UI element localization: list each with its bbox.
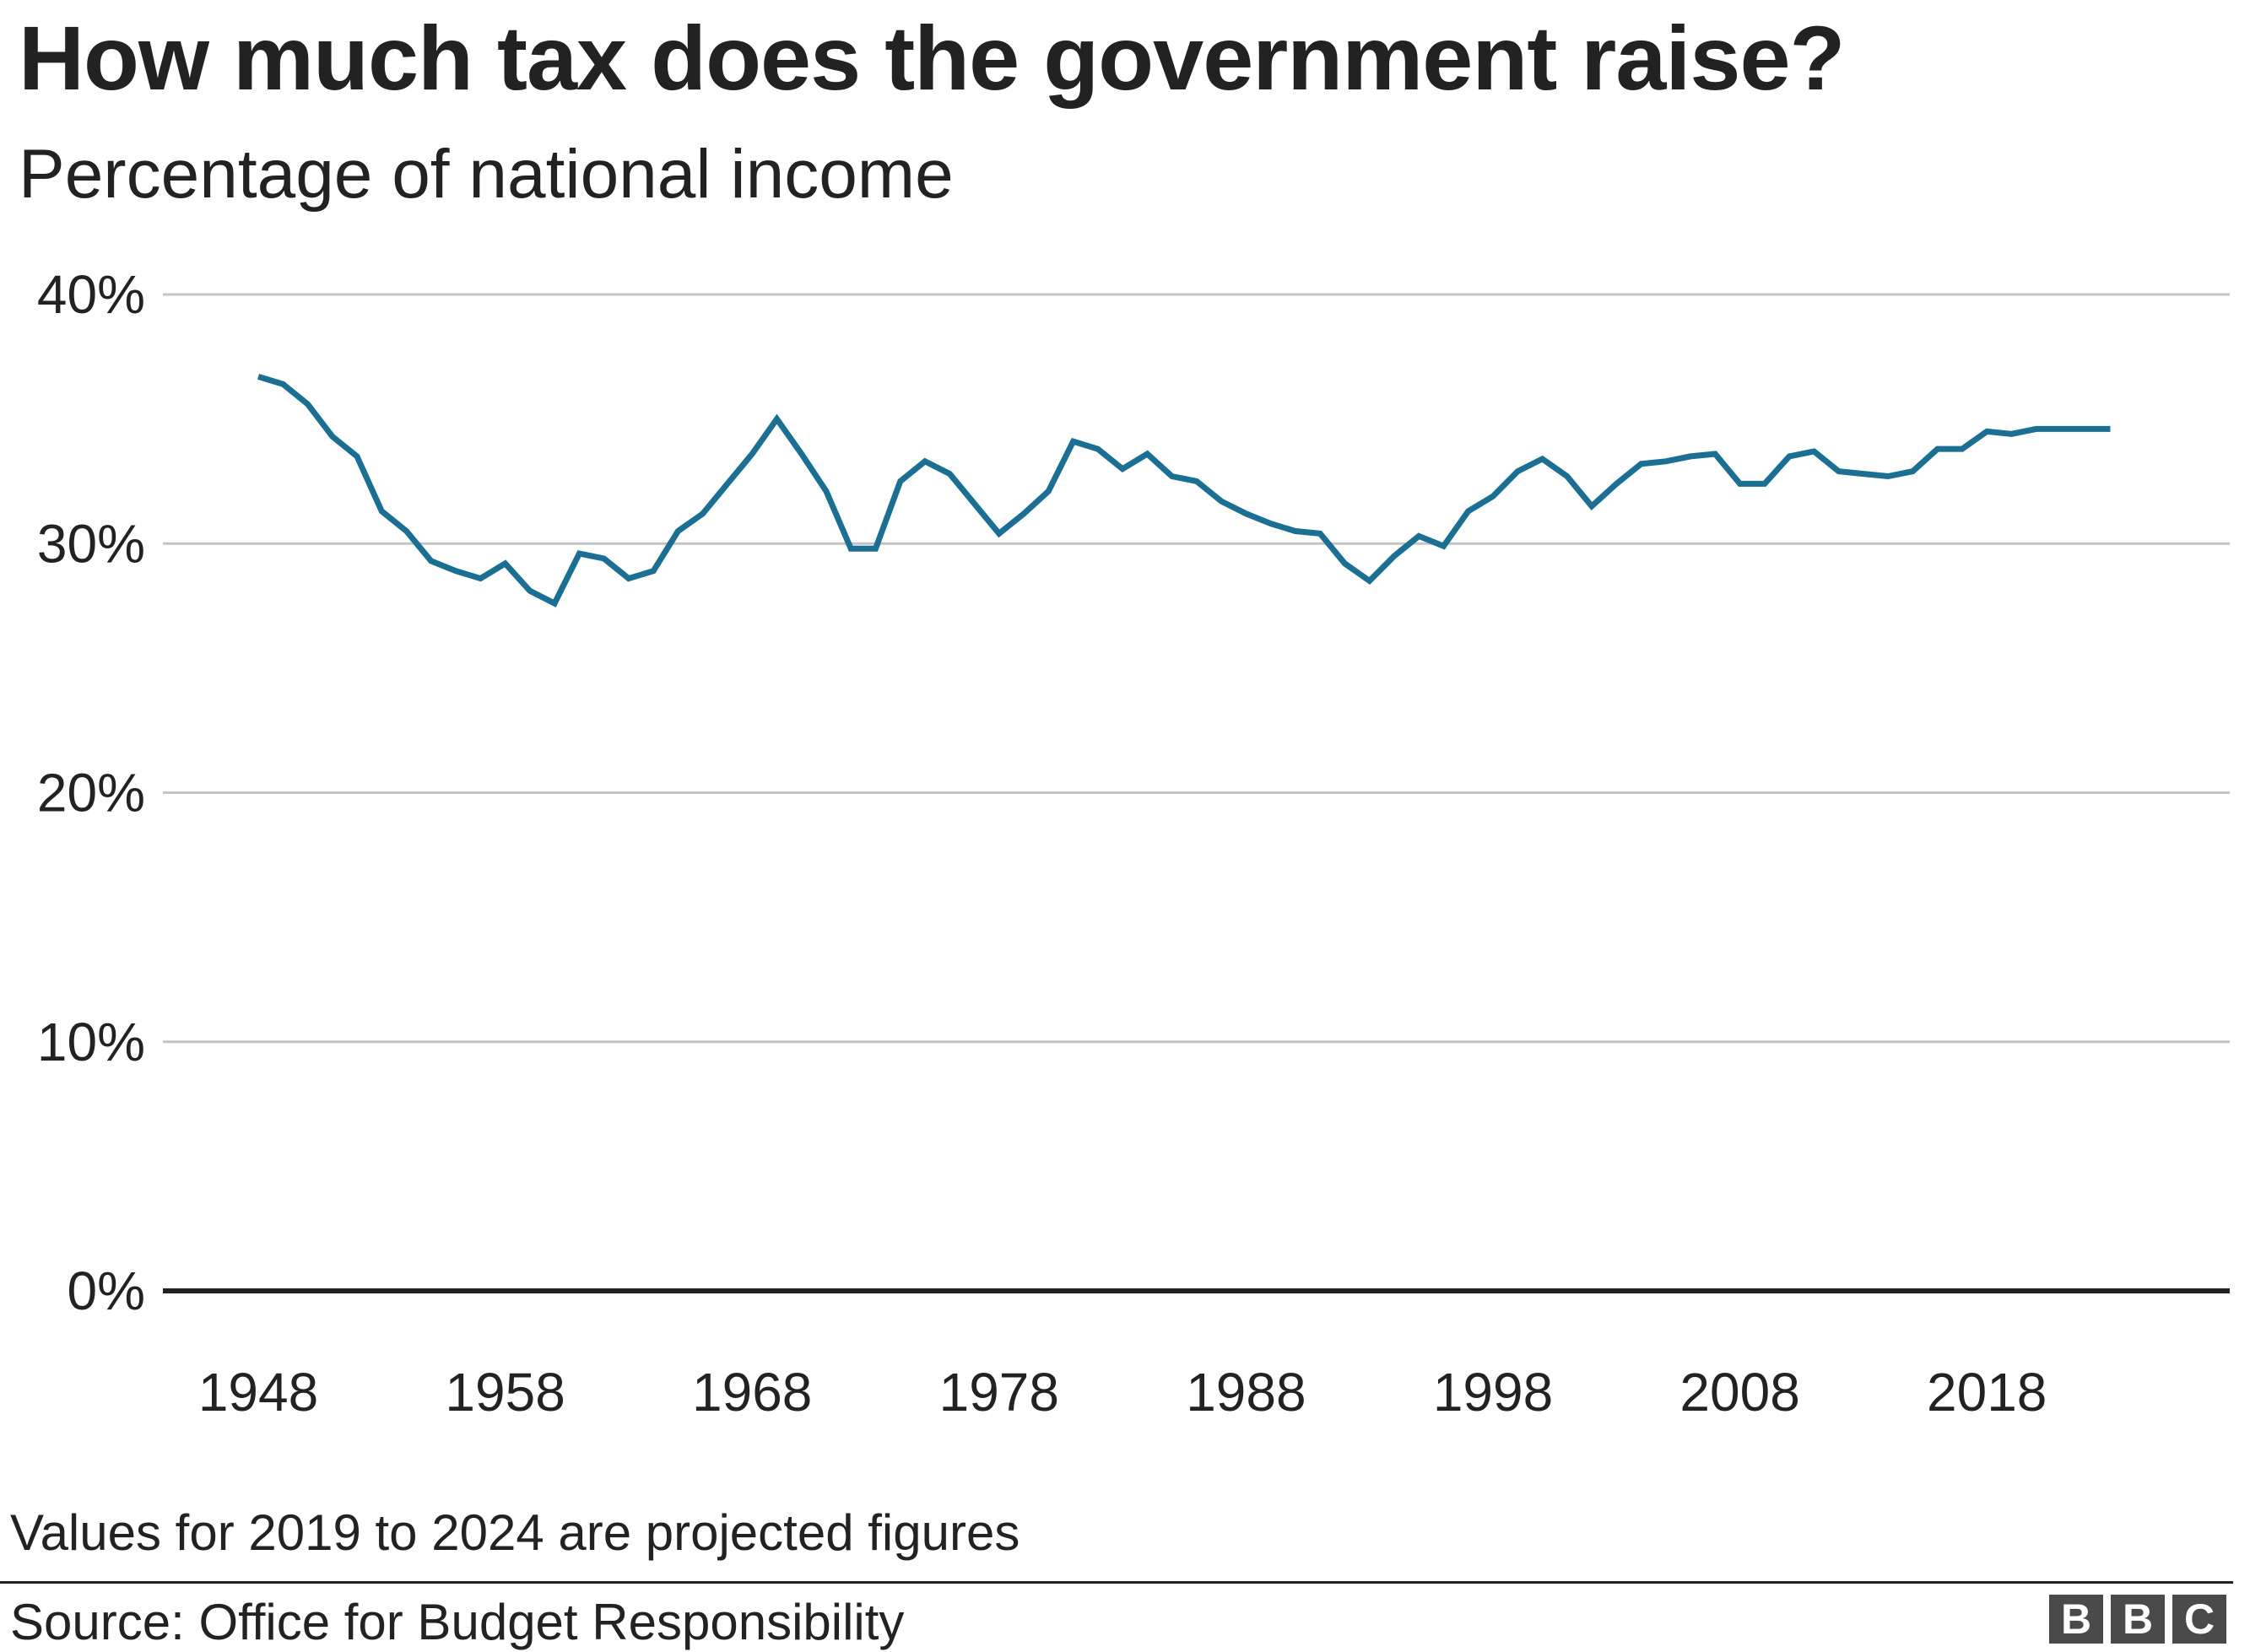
y-tick-label: 30% <box>37 513 145 574</box>
y-axis-ticks: 0% 10% 20% 30% 40% <box>37 264 145 1321</box>
logo-letter: B <box>2049 1595 2103 1644</box>
x-tick-label: 1948 <box>198 1362 318 1423</box>
logo-letter: C <box>2172 1595 2226 1644</box>
line-chart: 0% 10% 20% 30% 40% 1948 1958 1968 1978 1988 1998 2… <box>37 264 2230 1423</box>
y-tick-label: 0% <box>68 1261 146 1321</box>
chart-title: How much tax does the government raise? <box>19 7 1846 109</box>
series <box>257 374 2111 607</box>
x-tick-label: 2008 <box>1679 1362 1799 1423</box>
x-tick-label: 2018 <box>1927 1362 2047 1423</box>
x-tick-label: 1978 <box>939 1362 1059 1423</box>
x-tick-label: 1988 <box>1186 1362 1306 1423</box>
y-tick-label: 40% <box>37 264 145 325</box>
y-tick-label: 10% <box>37 1012 145 1072</box>
x-tick-label: 1958 <box>445 1362 565 1423</box>
source-text: Source: Office for Budget Responsibility <box>10 1594 905 1650</box>
logo-letter: B <box>2111 1595 2165 1644</box>
chart-subtitle: Percentage of national income <box>19 136 954 213</box>
bbc-logo: B B C <box>2049 1595 2226 1644</box>
x-tick-label: 1968 <box>692 1362 812 1423</box>
x-axis-ticks: 1948 1958 1968 1978 1988 1998 2008 2018 <box>198 1362 2047 1423</box>
footnote: Values for 2019 to 2024 are projected fi… <box>10 1504 1020 1561</box>
footer-divider <box>0 1581 2233 1584</box>
y-tick-label: 20% <box>37 763 145 823</box>
gridlines <box>163 293 2230 1293</box>
x-tick-label: 1998 <box>1433 1362 1553 1423</box>
tax-line <box>257 374 2111 607</box>
